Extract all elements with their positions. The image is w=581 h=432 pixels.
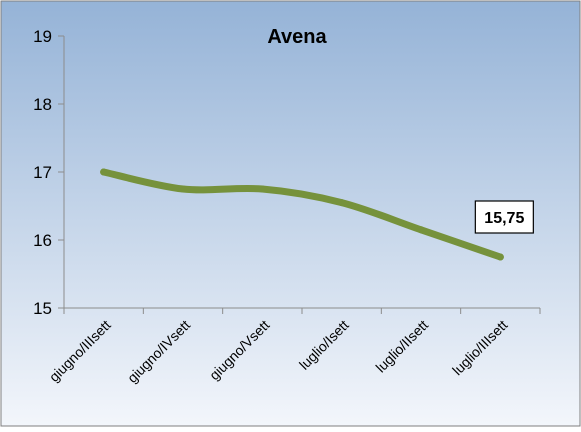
chart-title: Avena	[267, 26, 327, 48]
data-label-box	[474, 200, 534, 234]
data-point	[496, 253, 504, 261]
y-tick-label: 17	[33, 163, 52, 182]
y-tick-label: 18	[33, 95, 52, 114]
y-tick-label: 19	[33, 27, 52, 46]
data-point	[100, 168, 108, 176]
series-line	[100, 168, 504, 261]
data-point	[417, 226, 425, 234]
y-tick-label: 15	[33, 299, 52, 318]
data-point	[338, 199, 346, 207]
data-label: 15,75	[484, 210, 524, 227]
y-tick-label: 16	[33, 231, 52, 250]
data-point	[258, 185, 266, 193]
data-point	[179, 185, 187, 193]
